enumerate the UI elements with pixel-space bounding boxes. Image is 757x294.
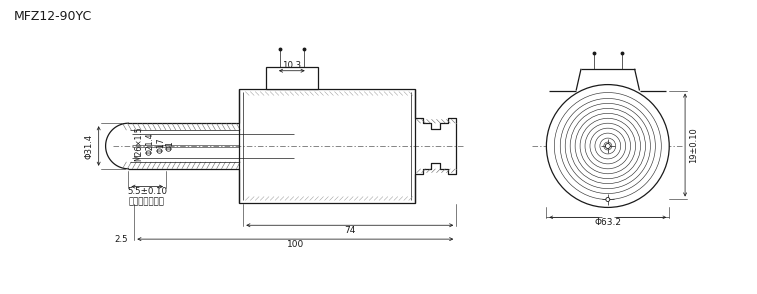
Text: Φ63.2: Φ63.2 — [594, 218, 621, 227]
Bar — [266, 67, 318, 88]
Circle shape — [606, 198, 610, 201]
Text: M26×1.5: M26×1.5 — [134, 127, 143, 161]
Text: 5.5±0.10: 5.5±0.10 — [127, 187, 167, 196]
Text: 100: 100 — [287, 240, 304, 248]
Text: 19±0.10: 19±0.10 — [690, 127, 699, 163]
Text: 电磁鐵得电位置: 电磁鐵得电位置 — [129, 197, 164, 206]
Bar — [239, 88, 415, 203]
Text: Φ17: Φ17 — [157, 137, 166, 153]
Text: Φ1: Φ1 — [166, 141, 175, 151]
Text: 10.3: 10.3 — [282, 61, 301, 70]
Text: Φ31.4: Φ31.4 — [84, 133, 93, 158]
Text: Φ21.4: Φ21.4 — [145, 133, 154, 155]
Text: 2.5: 2.5 — [115, 235, 129, 244]
Text: 74: 74 — [344, 226, 356, 235]
Circle shape — [606, 143, 610, 148]
Text: MFZ12-90YC: MFZ12-90YC — [14, 10, 92, 23]
Circle shape — [547, 85, 669, 208]
